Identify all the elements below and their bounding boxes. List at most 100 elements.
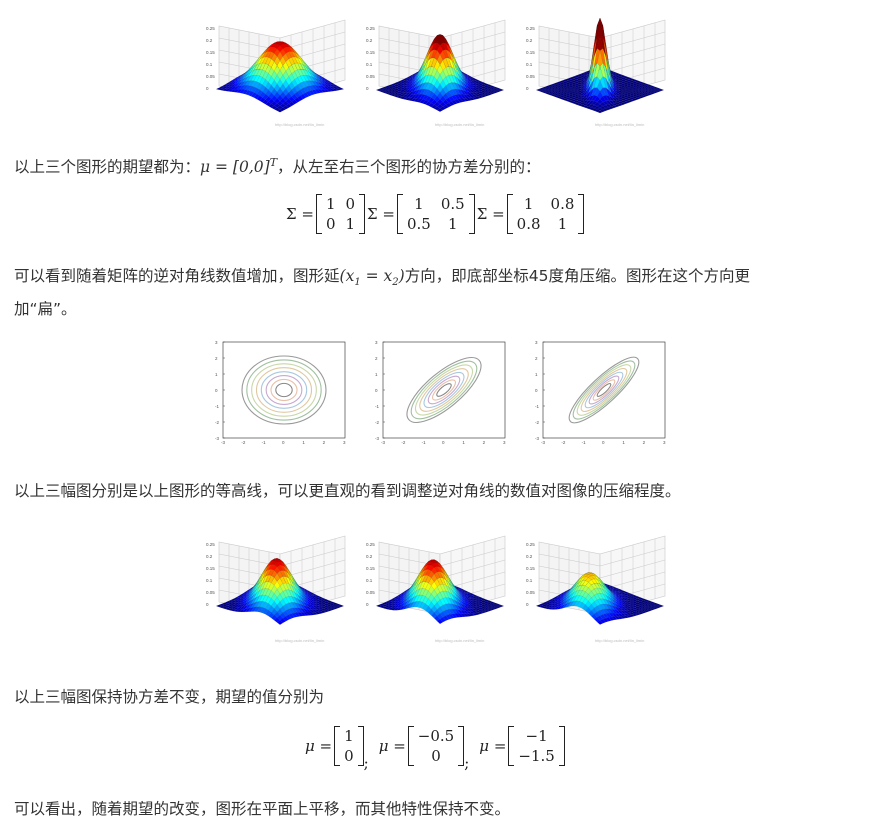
paragraph-compression: 可以看到随着矩阵的逆对角线数值增加，图形延(x1 = x2)方向，即底部坐标45…	[14, 263, 874, 322]
shifted-surface-plot-2: 0.25 0.2 0.15 0.1 0.05 0 http://blog.csdn.net/…	[365, 534, 515, 644]
paragraph-expectation-before: 以上三个图形的期望都为：	[14, 158, 201, 177]
expr-sub2: 2	[392, 277, 399, 289]
x-tick-label: 2	[643, 440, 646, 445]
contour-line	[431, 379, 457, 401]
vector-cell: 0	[344, 747, 354, 765]
x-tick-label: 2	[323, 440, 326, 445]
surface-plot-3: 0.25 0.2 0.15 0.1 0.05 0 http://blog.csdn.net/…	[525, 18, 675, 128]
y-tick-label: -1	[375, 404, 379, 409]
watermark: http://blog.csdn.net/lin_limin	[595, 122, 644, 127]
z-tick-label: 0.15	[366, 50, 375, 55]
contour-line	[423, 371, 465, 409]
x-tick-label: 1	[622, 440, 625, 445]
y-tick-label: 0	[375, 388, 378, 393]
y-tick-label: 1	[535, 372, 538, 377]
contour-plot-2: 3 2 1 0 -1 -2 -3 -3 -2 -1 0 1 2 3	[373, 338, 509, 446]
matrix-cell: 1	[325, 195, 336, 213]
surface-plot-1: 0.25 0.2 0.15 0.1 0.05 0 http://blog.csdn.net/…	[205, 18, 355, 128]
z-tick-label: 0.25	[526, 26, 535, 31]
y-tick-label: 1	[215, 372, 218, 377]
matrix-cell: 1	[414, 195, 424, 213]
z-tick-label: 0.15	[206, 50, 215, 55]
x-tick-label: 3	[663, 440, 666, 445]
z-tick-label: 0.1	[366, 62, 373, 67]
x-tick-label: -3	[221, 440, 225, 445]
z-tick-label: 0.2	[206, 554, 213, 559]
z-tick-label: 0.05	[206, 590, 215, 595]
surface-patch	[596, 110, 604, 114]
z-tick-label: 0.2	[366, 38, 373, 43]
z-tick-label: 0.05	[206, 74, 215, 79]
contour-line	[568, 356, 640, 424]
z-tick-label: 0.2	[366, 554, 373, 559]
direction-expr: (x1 = x2)	[340, 267, 405, 289]
contour-line	[241, 355, 327, 425]
matrix-cell: 0	[325, 215, 336, 233]
shifted-surface-plot-3: 0.25 0.2 0.15 0.1 0.05 0 http://blog.csdn.net/…	[525, 534, 675, 644]
y-tick-label: 2	[535, 356, 538, 361]
paragraph-expectation-after: ，从左至右三个图形的协方差分别的：	[277, 158, 541, 177]
y-tick-label: -3	[375, 436, 379, 441]
y-tick-label: 3	[215, 340, 218, 345]
contour-line	[410, 360, 478, 420]
x-tick-label: 0	[442, 440, 445, 445]
y-tick-label: 3	[375, 340, 378, 345]
contour-line	[414, 364, 474, 416]
watermark: http://blog.csdn.net/lin_limin	[275, 122, 324, 127]
y-tick-label: -1	[535, 404, 539, 409]
z-tick-label: 0.1	[206, 62, 213, 67]
surface-patch	[436, 108, 444, 112]
mean-symbol-3: μ =	[479, 737, 507, 755]
matrix-cell: 0.5	[407, 215, 431, 233]
y-tick-label: 1	[375, 372, 378, 377]
watermark: http://blog.csdn.net/lin_limin	[435, 122, 484, 127]
z-tick-label: 0.1	[526, 62, 533, 67]
paragraph-mean-shift: 以上三幅图保持协方差不变，期望的值分别为	[14, 688, 325, 706]
x-tick-label: 3	[503, 440, 506, 445]
surface-patch	[276, 109, 284, 113]
watermark: http://blog.csdn.net/lin_limin	[435, 638, 484, 643]
expr-sub1: 1	[354, 277, 361, 289]
watermark: http://blog.csdn.net/lin_limin	[275, 638, 324, 643]
y-tick-label: -3	[215, 436, 219, 441]
contour-line	[246, 359, 322, 421]
y-tick-label: 2	[375, 356, 378, 361]
contour-line	[588, 375, 620, 405]
contour-line	[270, 378, 298, 402]
matrix-cell: 0.8	[550, 195, 575, 213]
x-tick-label: -3	[541, 440, 545, 445]
surface-plot-2: 0.25 0.2 0.15 0.1 0.05 0 http://blog.csdn.net/…	[365, 18, 515, 128]
x-tick-label: 1	[462, 440, 465, 445]
x-tick-label: 1	[302, 440, 305, 445]
x-tick-label: -2	[401, 440, 405, 445]
contour-line	[584, 371, 624, 409]
mu-expression: μ = [0,0]	[200, 158, 270, 177]
z-tick-label: 0.05	[366, 74, 375, 79]
contour-line	[572, 360, 636, 420]
surface-patch	[436, 618, 444, 624]
matrix-cell: 1	[345, 215, 356, 233]
z-tick-label: 0.25	[366, 26, 375, 31]
paragraph-compression-before: 可以看到随着矩阵的逆对角线数值增加，图形延	[14, 267, 340, 285]
y-tick-label: 2	[215, 356, 218, 361]
mean-symbol-1: μ =	[305, 737, 333, 755]
y-tick-label: -2	[535, 420, 539, 425]
contour-line	[406, 357, 482, 423]
x-tick-label: 3	[343, 440, 346, 445]
z-tick-label: 0	[526, 602, 529, 607]
contour-plot-1: 3 2 1 0 -1 -2 -3 -3 -2 -1 0 1 2 3	[213, 338, 349, 446]
z-tick-label: 0	[526, 86, 529, 91]
contour-line	[419, 368, 469, 412]
x-tick-label: -2	[561, 440, 565, 445]
x-tick-label: 2	[483, 440, 486, 445]
x-tick-label: 0	[602, 440, 605, 445]
contour-line	[251, 363, 317, 417]
y-tick-label: 0	[535, 388, 538, 393]
z-tick-label: 0.05	[366, 590, 375, 595]
matrix-cell: 0.8	[516, 215, 541, 233]
cov-matrix-3: 1 0.8 0.8 1	[506, 194, 585, 234]
z-tick-label: 0.05	[526, 74, 535, 79]
mean-symbol-2: μ =	[378, 737, 406, 755]
